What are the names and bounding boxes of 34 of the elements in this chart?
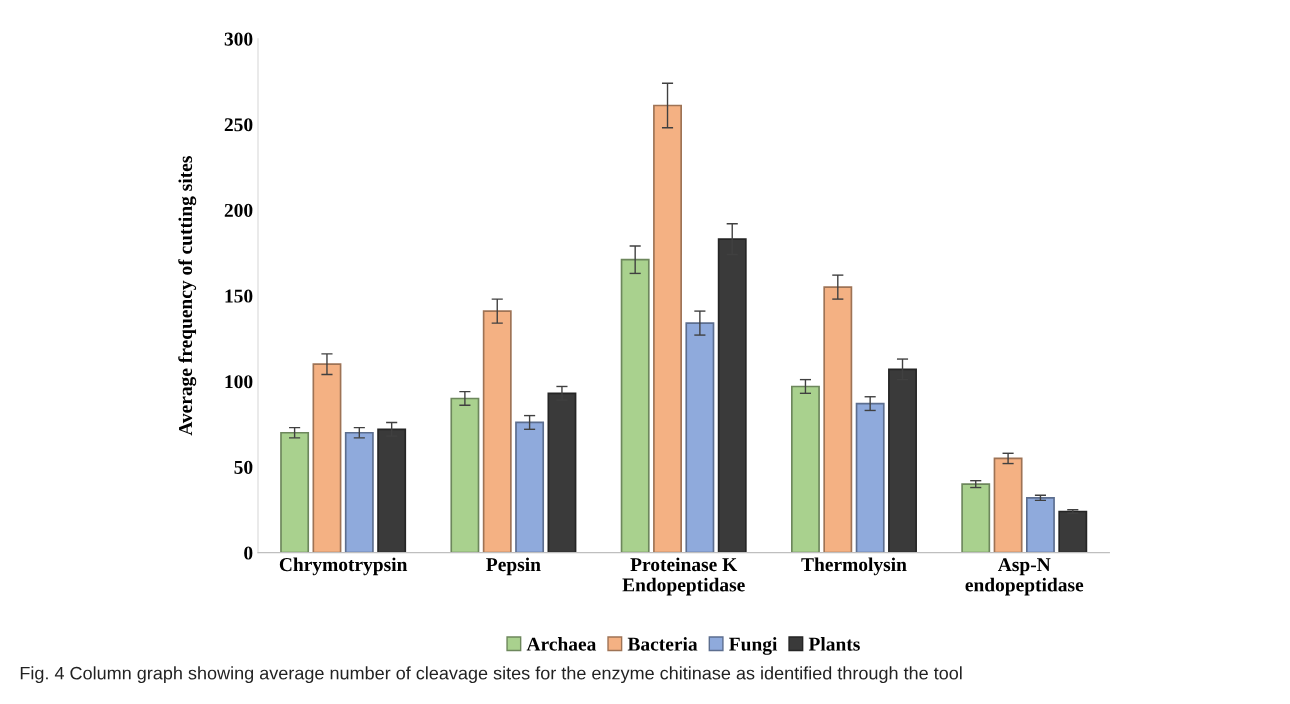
y-tick-label: 0 — [244, 546, 253, 560]
y-tick-label: 200 — [224, 203, 253, 217]
legend-label: Bacteria — [627, 637, 698, 651]
legend-label: Archaea — [526, 637, 597, 651]
bar — [1025, 496, 1055, 553]
y-tick-label: 250 — [224, 118, 253, 132]
x-tick-label: Asp-N endopeptidase — [965, 558, 1084, 596]
bar — [823, 286, 853, 553]
y-axis-title: Average frequency of cutting sites — [178, 156, 197, 436]
bar — [855, 402, 885, 553]
x-tick-label: Pepsin — [486, 557, 541, 576]
bar — [685, 322, 715, 553]
bar — [450, 397, 480, 553]
bar — [344, 431, 374, 553]
y-tick-label: 100 — [225, 375, 253, 389]
bar — [482, 310, 512, 553]
bar — [620, 258, 650, 553]
legend-label: Fungi — [729, 637, 778, 655]
bar — [280, 431, 310, 553]
y-tick-label: 300 — [224, 32, 253, 46]
bar — [790, 385, 820, 553]
caption: Fig. 4 Column graph showing average number of cleavage sites for the enzyme chitinase as identified through the tool — [20, 666, 962, 684]
bar — [993, 457, 1023, 553]
bar — [312, 363, 342, 553]
legend-label: Plants — [808, 637, 860, 651]
x-tick-label: Thermolysin — [801, 557, 907, 576]
x-tick-label: Chrymotrypsin — [279, 557, 408, 576]
bar — [1058, 510, 1088, 553]
bar — [653, 104, 682, 553]
y-tick-label: 150 — [225, 289, 253, 303]
bar — [961, 483, 991, 553]
x-tick-label: Proteinase K Endopeptidase — [622, 557, 745, 596]
y-tick-label: 50 — [234, 460, 253, 474]
bar — [515, 421, 545, 553]
